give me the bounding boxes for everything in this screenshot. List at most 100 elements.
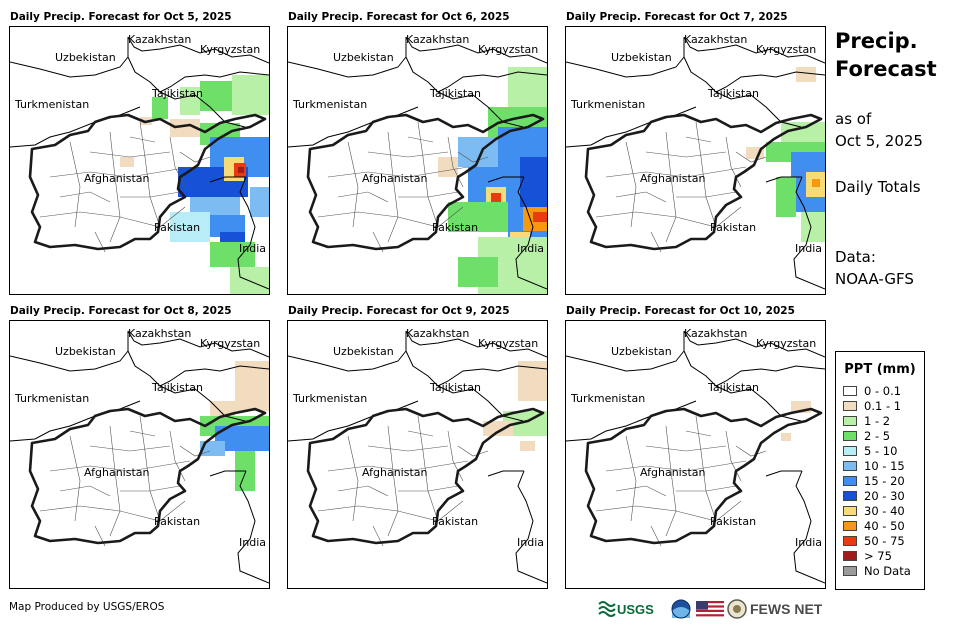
legend-swatch (843, 475, 857, 486)
legend-swatch (843, 550, 857, 561)
legend-label: 10 - 15 (864, 458, 905, 473)
legend-item: 5 - 10 (843, 443, 924, 458)
label-turkmenistan: Turkmenistan (293, 392, 368, 405)
state-seal-icon (727, 599, 747, 619)
legend-item: 10 - 15 (843, 458, 924, 473)
legend-item: 20 - 30 (843, 488, 924, 503)
label-kyrgyzstan: Kyrgyzstan (478, 43, 539, 56)
legend-label: 50 - 75 (864, 533, 905, 548)
label-kyrgyzstan: Kyrgyzstan (756, 43, 817, 56)
panel-1-map: Kazakhstan Kyrgyzstan Uzbekistan Tajikis… (9, 26, 270, 295)
map-1-svg (10, 35, 269, 294)
label-tajikistan: Tajikistan (708, 381, 759, 394)
label-afghanistan: Afghanistan (640, 466, 706, 479)
label-india: India (795, 242, 822, 255)
label-kyrgyzstan: Kyrgyzstan (200, 337, 261, 350)
panel-4-map: Kazakhstan Kyrgyzstan Uzbekistan Tajikis… (9, 320, 270, 589)
label-tajikistan: Tajikistan (430, 381, 481, 394)
legend-label: No Data (864, 563, 911, 578)
legend-label: 5 - 10 (864, 443, 898, 458)
data-source: NOAA-GFS (835, 270, 914, 288)
legend-label: 2 - 5 (864, 428, 891, 443)
panel-6-map: Kazakhstan Kyrgyzstan Uzbekistan Tajikis… (565, 320, 826, 589)
legend-label: 1 - 2 (864, 413, 891, 428)
label-kazakhstan: Kazakhstan (684, 33, 748, 46)
legend-label: > 75 (864, 548, 892, 563)
label-turkmenistan: Turkmenistan (15, 392, 90, 405)
label-uzbekistan: Uzbekistan (611, 345, 672, 358)
label-uzbekistan: Uzbekistan (55, 51, 116, 64)
legend-item: 0.1 - 1 (843, 398, 924, 413)
svg-text:USGS: USGS (617, 602, 654, 617)
label-india: India (517, 536, 544, 549)
label-kyrgyzstan: Kyrgyzstan (756, 337, 817, 350)
map-6-svg (566, 329, 825, 585)
map-4-svg (10, 329, 269, 585)
legend-swatch (843, 385, 857, 396)
panel-3-map: Kazakhstan Kyrgyzstan Uzbekistan Tajikis… (565, 26, 826, 295)
panel-6-title: Daily Precip. Forecast for Oct 10, 2025 (566, 305, 795, 317)
logo-strip: USGS FEWS NET (598, 599, 823, 619)
as-of-label: as of (835, 110, 872, 128)
legend-label: 30 - 40 (864, 503, 905, 518)
footer-logos: USGS FEWS NET (597, 598, 823, 620)
label-uzbekistan: Uzbekistan (333, 51, 394, 64)
label-turkmenistan: Turkmenistan (571, 98, 646, 111)
label-turkmenistan: Turkmenistan (293, 98, 368, 111)
side-title-2: Forecast (835, 57, 937, 81)
label-turkmenistan: Turkmenistan (571, 392, 646, 405)
label-india: India (517, 242, 544, 255)
legend-swatch (843, 415, 857, 426)
label-uzbekistan: Uzbekistan (611, 51, 672, 64)
label-india: India (795, 536, 822, 549)
label-uzbekistan: Uzbekistan (55, 345, 116, 358)
label-pakistan: Pakistan (710, 515, 757, 528)
label-tajikistan: Tajikistan (152, 381, 203, 394)
fews-net-logo: FEWS NET (750, 601, 822, 617)
label-afghanistan: Afghanistan (640, 172, 706, 185)
legend-swatch (843, 505, 857, 516)
legend-item: 40 - 50 (843, 518, 924, 533)
panel-2-map: Kazakhstan Kyrgyzstan Uzbekistan Tajikis… (287, 26, 548, 295)
legend-item: 0 - 0.1 (843, 383, 924, 398)
label-turkmenistan: Turkmenistan (15, 98, 90, 111)
label-afghanistan: Afghanistan (84, 172, 150, 185)
label-kazakhstan: Kazakhstan (684, 327, 748, 340)
label-india: India (239, 536, 266, 549)
label-uzbekistan: Uzbekistan (333, 345, 394, 358)
precip-layer-1 (120, 75, 269, 294)
daily-totals-label: Daily Totals (835, 178, 921, 196)
label-pakistan: Pakistan (432, 515, 479, 528)
legend-item: 1 - 2 (843, 413, 924, 428)
usgs-logo: USGS (598, 601, 654, 617)
legend-swatch (843, 400, 857, 411)
legend-swatch (843, 460, 857, 471)
legend-label: 20 - 30 (864, 488, 905, 503)
legend-swatch (843, 490, 857, 501)
data-label: Data: (835, 248, 876, 266)
label-kazakhstan: Kazakhstan (128, 33, 192, 46)
label-pakistan: Pakistan (432, 221, 479, 234)
legend-item: 2 - 5 (843, 428, 924, 443)
legend-label: 0 - 0.1 (864, 383, 902, 398)
legend-swatch (843, 445, 857, 456)
label-pakistan: Pakistan (154, 221, 201, 234)
legend-swatch (843, 535, 857, 546)
panel-5-title: Daily Precip. Forecast for Oct 9, 2025 (288, 305, 510, 317)
label-kyrgyzstan: Kyrgyzstan (200, 43, 261, 56)
panel-3-title: Daily Precip. Forecast for Oct 7, 2025 (566, 11, 788, 23)
label-pakistan: Pakistan (154, 515, 201, 528)
legend-item: 30 - 40 (843, 503, 924, 518)
legend-label: 0.1 - 1 (864, 398, 902, 413)
label-kazakhstan: Kazakhstan (128, 327, 192, 340)
label-kazakhstan: Kazakhstan (406, 33, 470, 46)
label-tajikistan: Tajikistan (430, 87, 481, 100)
panel-2-title: Daily Precip. Forecast for Oct 6, 2025 (288, 11, 510, 23)
legend-item: 15 - 20 (843, 473, 924, 488)
legend-swatch (843, 430, 857, 441)
label-afghanistan: Afghanistan (362, 172, 428, 185)
label-india: India (239, 242, 266, 255)
legend-title: PPT (mm) (844, 362, 916, 377)
noaa-icon (671, 599, 691, 619)
